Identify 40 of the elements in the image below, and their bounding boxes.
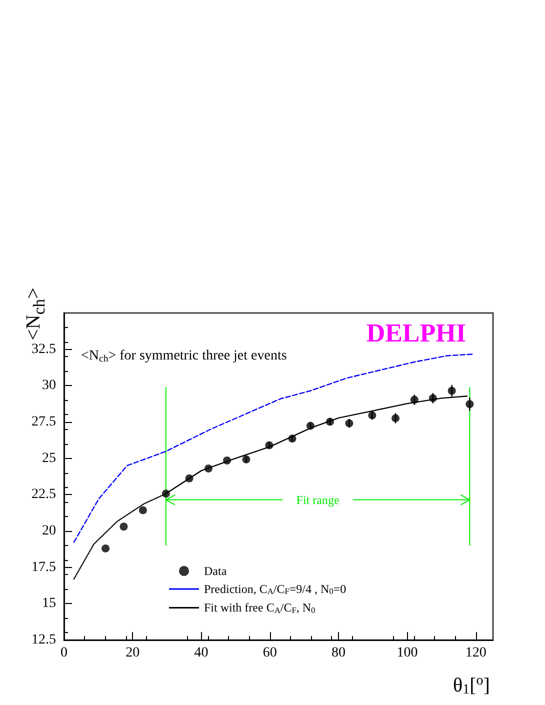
x-tick-label: 80	[332, 646, 346, 660]
y-tick-label: 32.5	[32, 342, 56, 357]
y-tick-label: 30	[42, 378, 56, 394]
y-tick-label: 12.5	[32, 632, 56, 648]
y-tick-label: 27.5	[32, 414, 56, 430]
legend-label: Fit with free CA/CF, N0	[204, 600, 316, 615]
legend-label: Data	[204, 564, 228, 578]
point	[162, 490, 170, 498]
x-tick-label: 0	[60, 646, 68, 660]
point	[410, 396, 418, 404]
point	[204, 464, 212, 473]
point	[306, 422, 314, 430]
x-tick-label: 120	[465, 646, 486, 660]
x-tick-label: 60	[262, 646, 277, 660]
point	[326, 418, 334, 426]
point	[392, 414, 400, 422]
point	[265, 441, 274, 450]
y-tick-label: 22.5	[32, 487, 56, 502]
x-tick-label: 20	[126, 646, 140, 660]
chart-title: DELPHI	[366, 318, 466, 348]
point	[448, 386, 456, 395]
y-tick-label: 25	[42, 450, 56, 466]
legend-label: Prediction, CA/CF=9/4 , N0=0	[204, 582, 346, 596]
point	[242, 455, 250, 464]
point	[466, 400, 474, 408]
x-tick-label: 100	[396, 646, 418, 660]
point	[120, 522, 128, 531]
annotation: Fit range	[296, 492, 340, 507]
point	[102, 544, 110, 552]
y-tick-label: 17.5	[32, 560, 56, 575]
x-tick-label: 40	[194, 646, 208, 660]
point	[428, 394, 437, 402]
point	[223, 456, 232, 465]
y-tick-label: 15	[42, 596, 56, 612]
point	[138, 506, 147, 514]
y-tick-label: 20	[42, 524, 56, 538]
point	[368, 411, 376, 420]
point	[345, 419, 354, 428]
point	[185, 474, 194, 482]
point	[288, 434, 296, 443]
